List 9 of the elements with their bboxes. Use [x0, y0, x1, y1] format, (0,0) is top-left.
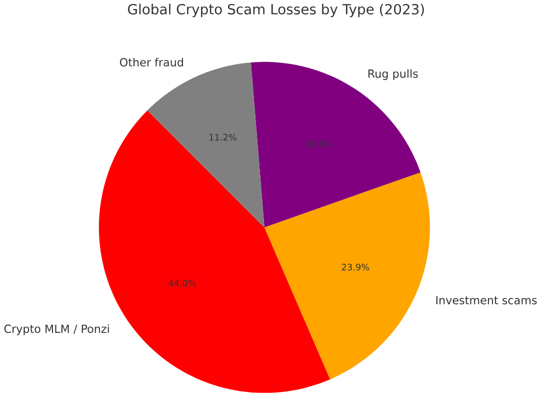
- slice-label: Other fraud: [120, 58, 183, 67]
- data-label: 20.9%: [304, 140, 332, 148]
- slice-label: Rug pulls: [368, 69, 418, 80]
- slice-label: Crypto MLM / Ponzi: [4, 324, 109, 336]
- data-label: 23.9%: [342, 264, 370, 271]
- chart-title: Global Crypto Scam Losses by Type (2023): [128, 4, 424, 18]
- slice-label: Investment scams: [436, 296, 537, 304]
- data-label: 44.0%: [168, 280, 196, 287]
- data-label: 11.2%: [210, 134, 236, 141]
